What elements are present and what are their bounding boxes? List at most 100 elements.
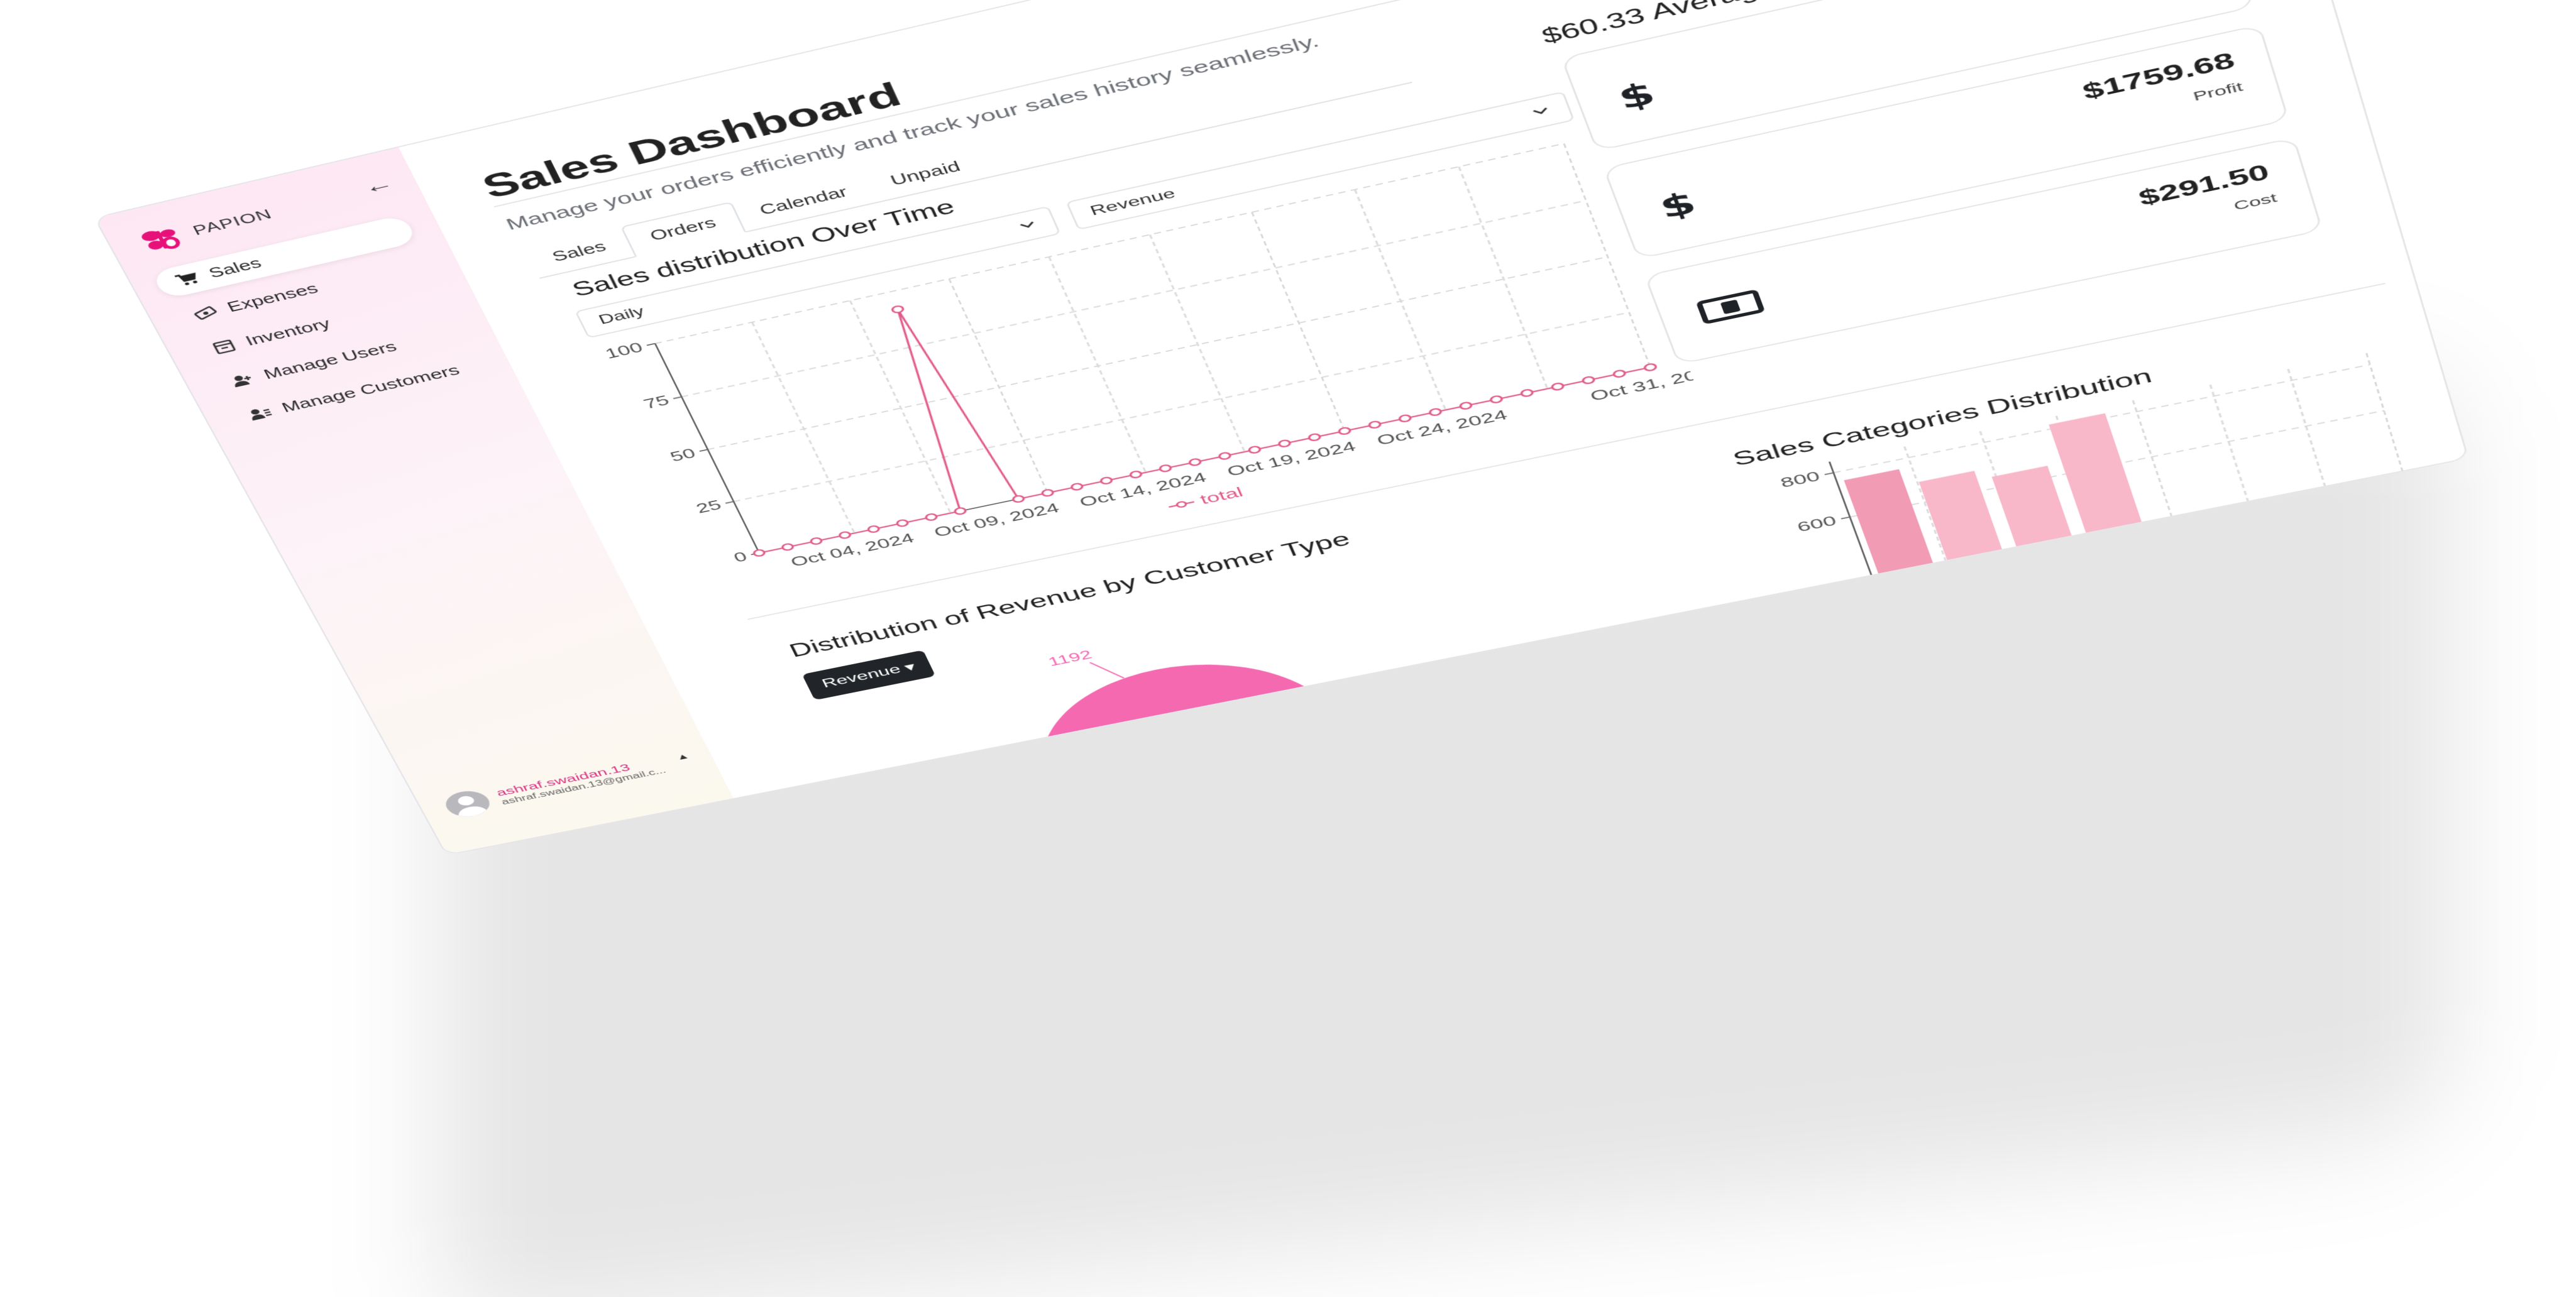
grid-line [1150, 234, 1245, 452]
data-point [1399, 414, 1411, 422]
pie-label-leader [1090, 657, 1124, 682]
y-tick-mark [700, 449, 708, 451]
data-point [1042, 489, 1054, 497]
x-tick-label: Oct 19, 2024 [1225, 439, 1358, 479]
brand: PAPION [134, 200, 279, 257]
data-point [1159, 464, 1172, 473]
data-point [1460, 402, 1473, 410]
metric-select-value: Revenue [1087, 185, 1178, 219]
kpi-card-revenue: $ $2051.18 Revenue [1560, 0, 2255, 152]
x-tick-label: Oct 09, 2024 [932, 500, 1062, 540]
data-point [781, 543, 794, 550]
dollar-icon: $ [1613, 76, 1660, 116]
grid-line [949, 279, 1048, 493]
brand-name: PAPION [190, 207, 275, 239]
sidebar-item-sales[interactable]: Sales [151, 214, 418, 300]
pie-label: 1192 [1046, 648, 1094, 669]
data-point [810, 537, 822, 545]
y-axis [655, 344, 759, 553]
data-point [1613, 369, 1626, 378]
data-point [1278, 439, 1291, 447]
grid-line [1049, 257, 1146, 473]
data-point [1490, 395, 1503, 403]
x-tick-label: Oct 04, 2024 [788, 530, 916, 569]
kpi-label: Cost [2232, 190, 2279, 213]
data-point [1218, 452, 1231, 460]
user-avatar-icon [454, 794, 489, 819]
data-point [839, 531, 851, 539]
chevron-down-icon [1015, 217, 1039, 233]
kpi-label: Profit [2191, 79, 2245, 104]
caret-up-icon[interactable]: ▲ [674, 752, 691, 762]
y-tick-label: 50 [668, 446, 698, 464]
inventory-icon [209, 337, 239, 356]
x-tick-label: Oct 24, 2024 [1375, 407, 1510, 448]
user-info: ashraf.swaidan.13 ashraf.swaidan.13@gmai… [494, 756, 668, 807]
svg-text:$: $ [1613, 76, 1660, 116]
grid-line [1355, 190, 1445, 410]
data-point [867, 525, 880, 533]
y-tick-label: 100 [603, 339, 646, 361]
y-tick-mark [647, 344, 655, 346]
grid-line [850, 300, 950, 513]
data-point [1521, 389, 1534, 397]
revenue-dropdown-label: Revenue [819, 662, 903, 691]
sales-line-chart: 0 25 50 75 100 Oct 04, 2024 Oct 09, 2024 Oct 14… [603, 125, 1704, 570]
data-point [896, 519, 909, 527]
y-tick-label: 75 [641, 393, 672, 412]
data-point [1338, 427, 1351, 435]
user-plus-icon [233, 371, 258, 388]
data-point [1582, 376, 1595, 384]
chevron-down-icon [1528, 103, 1553, 119]
y-tick-mark [725, 501, 734, 503]
collapse-sidebar-arrow-icon[interactable]: ← [359, 172, 398, 199]
sidebar-item-expenses[interactable]: Expenses [170, 249, 436, 333]
grid-line [1459, 167, 1548, 388]
data-point [1012, 495, 1025, 503]
data-point [1189, 458, 1201, 466]
grid-line [1252, 212, 1345, 431]
money-bill-icon [190, 304, 221, 322]
legend-marker [1176, 501, 1187, 508]
y-tick-label: 25 [694, 498, 724, 517]
dollar-icon: $ [1654, 186, 1701, 226]
money-bill-icon [1694, 287, 1766, 326]
sidebar-item-label: Expenses [224, 280, 321, 315]
kpi-card-profit: $ $1759.68 Profit [1602, 24, 2290, 260]
period-select-value: Daily [596, 304, 647, 327]
data-point [1429, 408, 1442, 416]
y-tick-mark [1841, 517, 1850, 519]
data-point [753, 549, 766, 557]
legend-label: total [1197, 484, 1245, 507]
data-point [1644, 363, 1657, 371]
bar [1844, 469, 1959, 599]
data-point [1551, 383, 1565, 391]
butterfly-logo-icon [141, 229, 180, 251]
user-profile[interactable]: ashraf.swaidan.13 ashraf.swaidan.13@gmai… [440, 747, 702, 820]
data-point [1100, 477, 1113, 485]
sidebar-item-label: Sales [206, 255, 265, 281]
x-tick-label: Oct 14, 2024 [1077, 470, 1209, 510]
data-point [1071, 483, 1083, 491]
data-point [1368, 420, 1381, 429]
grid-line [752, 322, 855, 534]
avatar [440, 787, 495, 820]
y-tick-label: 800 [1778, 469, 1822, 491]
y-tick-label: 0 [731, 549, 750, 566]
users-list-icon [250, 404, 275, 421]
tab-unpaid[interactable]: Unpaid [888, 158, 963, 189]
y-tick-mark [673, 397, 681, 399]
data-point [891, 305, 905, 314]
sidebar-item-label: Inventory [243, 315, 334, 349]
sidebar: PAPION ← Sales Expenses Inventory [96, 147, 734, 855]
svg-text:$: $ [1654, 186, 1701, 226]
data-point [1130, 471, 1142, 479]
caret-down-icon: ▾ [901, 659, 918, 674]
data-point [954, 507, 967, 515]
y-tick-label: 600 [1795, 513, 1839, 535]
sidebar-nav: Sales Expenses Inventory Manage Users Ma… [151, 214, 492, 439]
cart-icon [172, 270, 202, 289]
y-tick-mark [1825, 473, 1834, 474]
grid-line [734, 312, 1629, 501]
data-point [1308, 433, 1321, 441]
